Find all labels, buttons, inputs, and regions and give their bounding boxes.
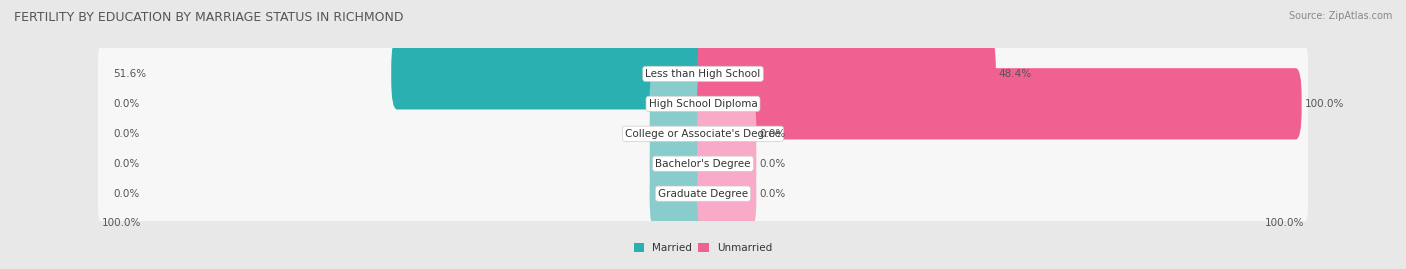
FancyBboxPatch shape — [94, 129, 1312, 199]
Text: Bachelor's Degree: Bachelor's Degree — [655, 159, 751, 169]
FancyBboxPatch shape — [697, 98, 756, 169]
Text: 100.0%: 100.0% — [101, 218, 141, 228]
Text: 51.6%: 51.6% — [114, 69, 146, 79]
FancyBboxPatch shape — [697, 128, 756, 199]
FancyBboxPatch shape — [697, 158, 756, 229]
FancyBboxPatch shape — [94, 99, 1312, 168]
Text: Graduate Degree: Graduate Degree — [658, 189, 748, 199]
FancyBboxPatch shape — [94, 159, 1312, 228]
FancyBboxPatch shape — [650, 68, 709, 139]
Text: High School Diploma: High School Diploma — [648, 99, 758, 109]
Text: 100.0%: 100.0% — [1305, 99, 1344, 109]
FancyBboxPatch shape — [94, 39, 1312, 109]
Text: Less than High School: Less than High School — [645, 69, 761, 79]
FancyBboxPatch shape — [650, 98, 709, 169]
Text: College or Associate's Degree: College or Associate's Degree — [626, 129, 780, 139]
FancyBboxPatch shape — [98, 136, 1308, 192]
FancyBboxPatch shape — [391, 38, 709, 109]
FancyBboxPatch shape — [697, 68, 1302, 139]
FancyBboxPatch shape — [98, 106, 1308, 162]
Text: 0.0%: 0.0% — [114, 129, 139, 139]
Text: 0.0%: 0.0% — [114, 159, 139, 169]
Text: 0.0%: 0.0% — [759, 129, 786, 139]
Text: 0.0%: 0.0% — [114, 189, 139, 199]
FancyBboxPatch shape — [98, 46, 1308, 102]
FancyBboxPatch shape — [650, 128, 709, 199]
Text: FERTILITY BY EDUCATION BY MARRIAGE STATUS IN RICHMOND: FERTILITY BY EDUCATION BY MARRIAGE STATU… — [14, 11, 404, 24]
Text: 48.4%: 48.4% — [998, 69, 1032, 79]
FancyBboxPatch shape — [697, 38, 995, 109]
FancyBboxPatch shape — [98, 76, 1308, 132]
FancyBboxPatch shape — [650, 158, 709, 229]
Text: Source: ZipAtlas.com: Source: ZipAtlas.com — [1288, 11, 1392, 21]
Legend: Married, Unmarried: Married, Unmarried — [634, 243, 772, 253]
Text: 0.0%: 0.0% — [759, 189, 786, 199]
FancyBboxPatch shape — [98, 166, 1308, 221]
FancyBboxPatch shape — [94, 69, 1312, 139]
Text: 0.0%: 0.0% — [114, 99, 139, 109]
Text: 100.0%: 100.0% — [1265, 218, 1305, 228]
Text: 0.0%: 0.0% — [759, 159, 786, 169]
